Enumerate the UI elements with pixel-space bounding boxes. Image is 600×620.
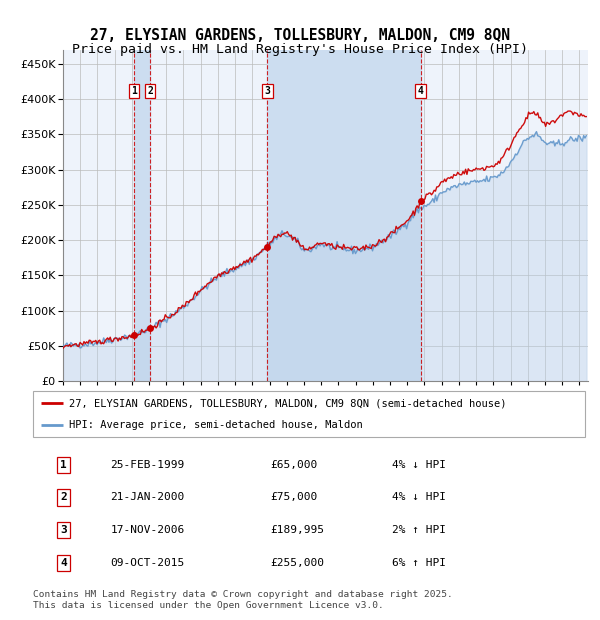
Text: 00: 00 bbox=[143, 401, 155, 411]
Text: 21-JAN-2000: 21-JAN-2000 bbox=[110, 492, 185, 502]
Text: 19: 19 bbox=[109, 417, 121, 427]
Text: 6% ↑ HPI: 6% ↑ HPI bbox=[392, 558, 446, 568]
Text: 27, ELYSIAN GARDENS, TOLLESBURY, MALDON, CM9 8QN (semi-detached house): 27, ELYSIAN GARDENS, TOLLESBURY, MALDON,… bbox=[69, 398, 506, 408]
Text: 20: 20 bbox=[401, 417, 413, 427]
Text: 20: 20 bbox=[470, 417, 482, 427]
Text: 17: 17 bbox=[436, 401, 448, 411]
Text: 20: 20 bbox=[505, 417, 517, 427]
Text: 20: 20 bbox=[539, 417, 551, 427]
Text: £255,000: £255,000 bbox=[271, 558, 325, 568]
Text: 21: 21 bbox=[505, 401, 517, 411]
Text: 2% ↑ HPI: 2% ↑ HPI bbox=[392, 525, 446, 535]
Text: 20: 20 bbox=[247, 417, 258, 427]
Text: 07: 07 bbox=[263, 401, 275, 411]
Text: 19: 19 bbox=[57, 417, 69, 427]
Text: 4: 4 bbox=[60, 558, 67, 568]
Text: 20: 20 bbox=[160, 417, 172, 427]
Text: 19: 19 bbox=[92, 417, 103, 427]
Text: 20: 20 bbox=[316, 417, 327, 427]
Text: 20: 20 bbox=[436, 417, 448, 427]
Text: 04: 04 bbox=[212, 401, 224, 411]
Text: 20: 20 bbox=[350, 417, 361, 427]
Text: 15: 15 bbox=[401, 401, 413, 411]
Bar bbox=[268, 50, 421, 381]
Text: 20: 20 bbox=[384, 417, 396, 427]
Text: 19: 19 bbox=[74, 417, 86, 427]
Text: 3: 3 bbox=[265, 86, 271, 96]
Text: 96: 96 bbox=[74, 401, 86, 411]
Text: 20: 20 bbox=[263, 417, 275, 427]
Text: 20: 20 bbox=[487, 417, 499, 427]
Text: 3: 3 bbox=[60, 525, 67, 535]
Text: £65,000: £65,000 bbox=[271, 459, 317, 470]
Text: Price paid vs. HM Land Registry's House Price Index (HPI): Price paid vs. HM Land Registry's House … bbox=[72, 43, 528, 56]
Text: 20: 20 bbox=[367, 417, 379, 427]
Text: 06: 06 bbox=[247, 401, 258, 411]
Text: 09-OCT-2015: 09-OCT-2015 bbox=[110, 558, 185, 568]
Text: 17-NOV-2006: 17-NOV-2006 bbox=[110, 525, 185, 535]
Text: 20: 20 bbox=[453, 417, 465, 427]
Text: 20: 20 bbox=[574, 417, 585, 427]
Text: 20: 20 bbox=[143, 417, 155, 427]
Text: 16: 16 bbox=[419, 401, 430, 411]
Text: 95: 95 bbox=[57, 401, 69, 411]
Text: 20: 20 bbox=[556, 417, 568, 427]
Text: 19: 19 bbox=[470, 401, 482, 411]
Text: 18: 18 bbox=[453, 401, 465, 411]
Text: 20: 20 bbox=[419, 417, 430, 427]
Bar bbox=[134, 50, 150, 381]
Text: 25: 25 bbox=[574, 401, 585, 411]
Text: 02: 02 bbox=[178, 401, 190, 411]
Text: 12: 12 bbox=[350, 401, 361, 411]
Text: £75,000: £75,000 bbox=[271, 492, 317, 502]
Text: Contains HM Land Registry data © Crown copyright and database right 2025.
This d: Contains HM Land Registry data © Crown c… bbox=[33, 590, 453, 609]
Text: 27, ELYSIAN GARDENS, TOLLESBURY, MALDON, CM9 8QN: 27, ELYSIAN GARDENS, TOLLESBURY, MALDON,… bbox=[90, 28, 510, 43]
Text: £189,995: £189,995 bbox=[271, 525, 325, 535]
Text: 4% ↓ HPI: 4% ↓ HPI bbox=[392, 459, 446, 470]
Text: 20: 20 bbox=[212, 417, 224, 427]
Text: 99: 99 bbox=[126, 401, 138, 411]
Text: 20: 20 bbox=[298, 417, 310, 427]
Text: 4% ↓ HPI: 4% ↓ HPI bbox=[392, 492, 446, 502]
Text: 1: 1 bbox=[60, 459, 67, 470]
Text: 4: 4 bbox=[418, 86, 424, 96]
Text: 1: 1 bbox=[131, 86, 137, 96]
Text: 14: 14 bbox=[384, 401, 396, 411]
Text: 09: 09 bbox=[298, 401, 310, 411]
Text: HPI: Average price, semi-detached house, Maldon: HPI: Average price, semi-detached house,… bbox=[69, 420, 362, 430]
Text: 20: 20 bbox=[195, 417, 206, 427]
Text: 23: 23 bbox=[539, 401, 551, 411]
Text: 97: 97 bbox=[92, 401, 103, 411]
Text: 13: 13 bbox=[367, 401, 379, 411]
Text: 19: 19 bbox=[126, 417, 138, 427]
Text: 01: 01 bbox=[160, 401, 172, 411]
Text: 24: 24 bbox=[556, 401, 568, 411]
Text: 98: 98 bbox=[109, 401, 121, 411]
Text: 05: 05 bbox=[229, 401, 241, 411]
Text: 20: 20 bbox=[487, 401, 499, 411]
Text: 25-FEB-1999: 25-FEB-1999 bbox=[110, 459, 185, 470]
Text: 20: 20 bbox=[281, 417, 293, 427]
Text: 20: 20 bbox=[229, 417, 241, 427]
Text: 22: 22 bbox=[522, 401, 533, 411]
Text: 08: 08 bbox=[281, 401, 293, 411]
Text: 2: 2 bbox=[147, 86, 153, 96]
Text: 20: 20 bbox=[178, 417, 190, 427]
Text: 11: 11 bbox=[332, 401, 344, 411]
Text: 20: 20 bbox=[332, 417, 344, 427]
Text: 03: 03 bbox=[195, 401, 206, 411]
Text: 2: 2 bbox=[60, 492, 67, 502]
Text: 20: 20 bbox=[522, 417, 533, 427]
Text: 10: 10 bbox=[316, 401, 327, 411]
